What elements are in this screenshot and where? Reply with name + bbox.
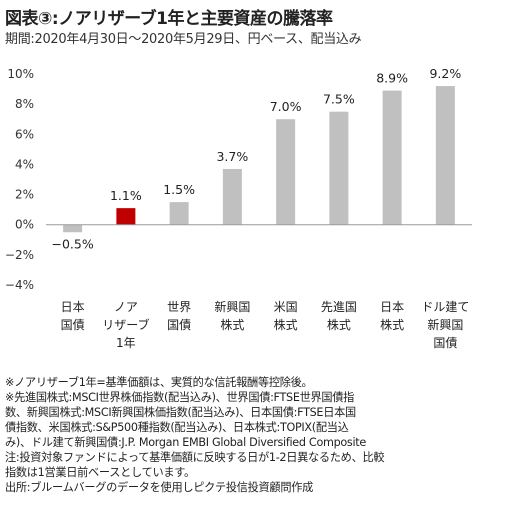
x-tick-label: 新興国 xyxy=(427,317,463,332)
x-tick-label: 株式 xyxy=(327,317,351,332)
x-tick-label: リザーブ xyxy=(102,317,149,332)
bar xyxy=(382,90,402,225)
note-line: 注:投資対象ファンドによって基準価額に反映する日が1-2日異なるため、比較 xyxy=(5,451,385,464)
x-tick-label: 新興国 xyxy=(214,299,250,314)
y-tick-label: −4% xyxy=(5,278,34,292)
data-label: 8.9% xyxy=(376,71,408,86)
x-tick-label: 日本 xyxy=(380,300,404,314)
bar xyxy=(222,168,242,225)
x-tick-label: 国債 xyxy=(433,335,457,350)
y-tick-label: 0% xyxy=(15,218,34,232)
bar xyxy=(116,208,136,225)
data-label: 9.2% xyxy=(429,66,461,81)
data-label: −0.5% xyxy=(52,236,94,251)
bar xyxy=(276,119,296,225)
data-label: 7.0% xyxy=(270,99,302,114)
data-label: 3.7% xyxy=(216,149,248,164)
x-tick-label: 株式 xyxy=(220,317,244,332)
note-line: 債指数、米国株式:S&P500種指数(配当込み)、日本株式:TOPIX(配当込 xyxy=(5,421,349,434)
bar xyxy=(169,202,189,225)
chart-title: 図表③:ノアリザーブ1年と主要資産の騰落率 xyxy=(5,9,333,29)
note-line: ※先進国株式:MSCI世界株価指数(配当込み)、世界国債:FTSE世界国債指 xyxy=(5,391,355,404)
bar xyxy=(435,86,455,225)
y-tick-label: 6% xyxy=(15,127,34,141)
y-tick-label: 10% xyxy=(7,67,34,81)
x-tick-label: 株式 xyxy=(274,317,298,332)
data-label: 1.5% xyxy=(163,182,195,197)
note-line: み)、ドル建て新興国債:J.P. Morgan EMBI Global Dive… xyxy=(5,436,366,449)
note-line: ※ノアリザーブ1年=基準価額は、実質的な信託報酬等控除後。 xyxy=(5,376,313,389)
bar xyxy=(329,111,349,225)
note-line: 出所:ブルームバーグのデータを使用しピクテ投信投資顧問作成 xyxy=(5,481,313,494)
x-tick-label: 1年 xyxy=(116,336,136,350)
y-tick-label: 4% xyxy=(15,157,34,171)
x-tick-label: ドル建て xyxy=(421,300,469,314)
x-tick-label: 国債 xyxy=(61,317,85,332)
chart-subtitle: 期間:2020年4月30日〜2020年5月29日、円ベース、配当込み xyxy=(5,32,362,47)
y-tick-label: 8% xyxy=(15,97,34,111)
data-label: 1.1% xyxy=(110,188,142,203)
y-tick-label: −2% xyxy=(5,248,34,262)
bar xyxy=(63,224,83,233)
x-tick-label: ノア xyxy=(114,300,138,314)
bar-chart: 10% 8% 6% 4% 2% 0% −2% −4% −0.5% 日本国債 1.1% ノアリザーブ 1年… xyxy=(5,66,472,350)
x-tick-label: 株式 xyxy=(380,317,404,332)
note-line: 数、新興国株式:MSCI新興国株価指数(配当込み)、日本国債:FTSE日本国 xyxy=(5,406,356,419)
x-tick-label: 先進国 xyxy=(321,300,357,314)
y-tick-label: 2% xyxy=(15,188,34,202)
note-line: 指数は1営業日前ベースとしています。 xyxy=(5,466,195,479)
notes-block: ※ノアリザーブ1年=基準価額は、実質的な信託報酬等控除後。 ※先進国株式:MSC… xyxy=(5,375,503,495)
x-tick-label: 国債 xyxy=(167,317,191,332)
x-tick-label: 米国 xyxy=(274,300,298,314)
data-label: 7.5% xyxy=(323,92,355,107)
x-tick-label: 日本 xyxy=(61,300,85,314)
x-tick-label: 世界 xyxy=(167,300,191,314)
